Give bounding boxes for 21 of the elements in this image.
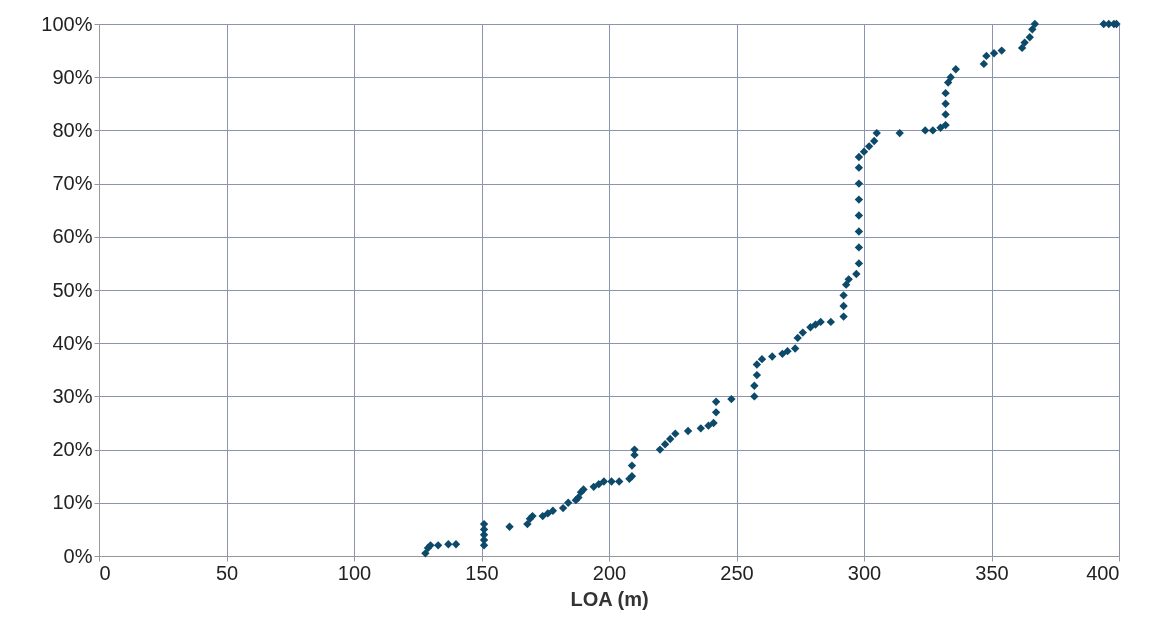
- x-tick-label: 200: [592, 561, 627, 584]
- x-tick-label: 300: [847, 561, 882, 584]
- x-tick-label: 250: [720, 561, 754, 584]
- x-tick-label: 0: [99, 561, 111, 584]
- y-tick-label: 10%: [52, 491, 93, 514]
- x-tick-label: 400: [1086, 561, 1120, 584]
- y-tick-label: 0%: [63, 544, 93, 567]
- x-tick-label: 350: [975, 561, 1009, 584]
- y-tick-label: 80%: [52, 118, 93, 141]
- x-tick-label: 150: [465, 561, 499, 584]
- y-tick-label: 70%: [52, 172, 93, 195]
- y-tick-label: 90%: [52, 65, 93, 88]
- x-tick-label: 50: [215, 561, 239, 584]
- y-tick-label: 40%: [52, 331, 93, 354]
- y-tick-label: 100%: [41, 12, 93, 35]
- x-tick-label: 100: [337, 561, 372, 584]
- y-tick-label: 20%: [52, 438, 93, 461]
- y-tick-label: 30%: [52, 384, 93, 407]
- y-tick-label: 50%: [52, 278, 93, 301]
- y-tick-label: 60%: [52, 225, 93, 248]
- x-axis-title: LOA (m): [570, 587, 649, 610]
